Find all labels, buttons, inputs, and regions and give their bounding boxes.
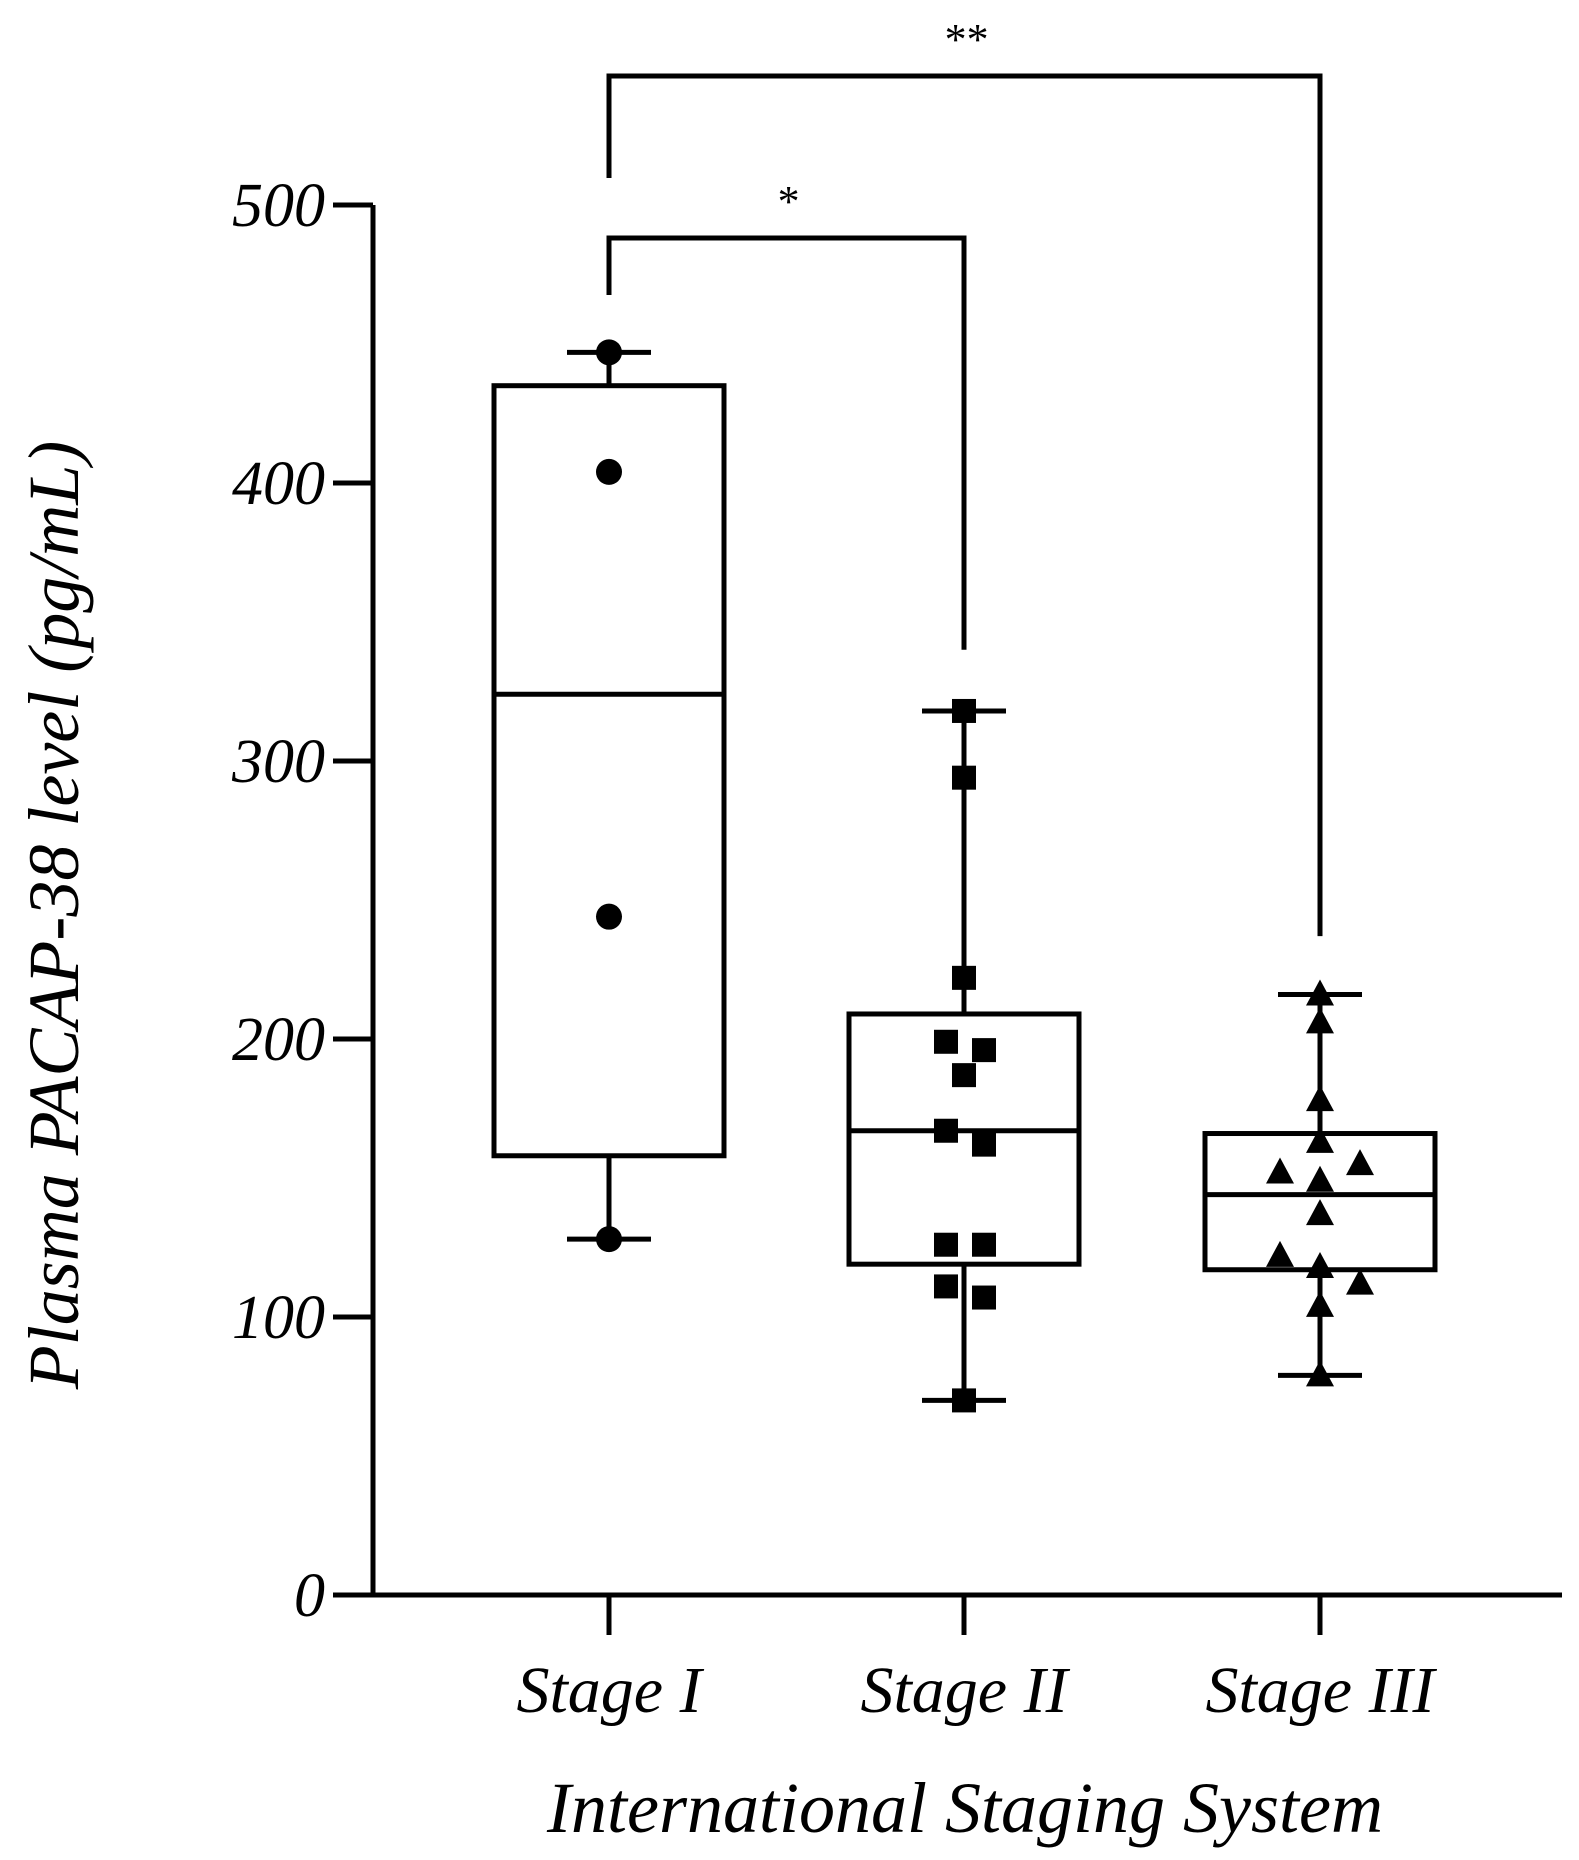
data-point-triangle [1306,1290,1334,1317]
data-point-square [972,1132,996,1157]
x-tick-label: Stage III [1205,1654,1437,1727]
data-point-circle [596,339,622,366]
data-point-square [972,1285,996,1310]
data-point-square [952,1063,976,1088]
y-tick-label: 0 [294,1562,325,1630]
data-point-triangle [1306,1360,1334,1387]
significance-label: ** [943,15,987,64]
data-point-triangle [1306,1126,1334,1153]
data-point-square [952,765,976,790]
data-point-square [952,965,976,990]
data-point-square [934,1029,958,1054]
data-point-square [934,1232,958,1257]
significance-label: * [776,177,798,226]
data-point-triangle [1346,1268,1374,1295]
data-point-square [952,698,976,723]
data-point-square [972,1038,996,1063]
x-axis-title: International Staging System [546,1768,1383,1848]
box-1 [491,349,727,1242]
y-tick-label: 300 [231,728,325,796]
x-tick-label: Stage I [516,1654,704,1727]
y-tick-label: 400 [232,450,325,518]
axes: 0 100 200 300 400 500 Stage I Stage II Stage III [231,172,1562,1727]
y-axis-title: Plasma PACAP-38 level (pg/mL) [14,441,94,1391]
significance-brackets: *** [606,15,1323,937]
data-point-triangle [1306,1251,1334,1278]
data-point-circle [596,458,622,485]
data-point-triangle [1266,1240,1294,1267]
x-tick-label: Stage II [860,1654,1070,1727]
data-point-triangle [1306,1085,1334,1112]
data-point-triangle [1266,1157,1294,1184]
data-point-circle [596,903,622,930]
data-point-triangle [1346,1149,1374,1176]
data-point-triangle [1306,1199,1334,1226]
data-points [596,339,1374,1413]
data-point-triangle [1306,1165,1334,1192]
y-tick-label: 100 [232,1284,325,1352]
iqr-box [491,383,727,1159]
significance-bracket [606,73,1323,937]
data-point-square [934,1118,958,1143]
significance-bracket [606,235,967,650]
y-tick-label: 500 [232,172,325,240]
box-2 [846,708,1082,1403]
data-point-square [934,1274,958,1299]
y-tick-label: 200 [232,1006,325,1074]
data-point-square [952,1388,976,1413]
iqr-box [846,1011,1082,1267]
data-point-circle [596,1226,622,1253]
data-point-square [972,1232,996,1257]
data-point-triangle [1306,979,1334,1006]
data-point-triangle [1306,1007,1334,1034]
